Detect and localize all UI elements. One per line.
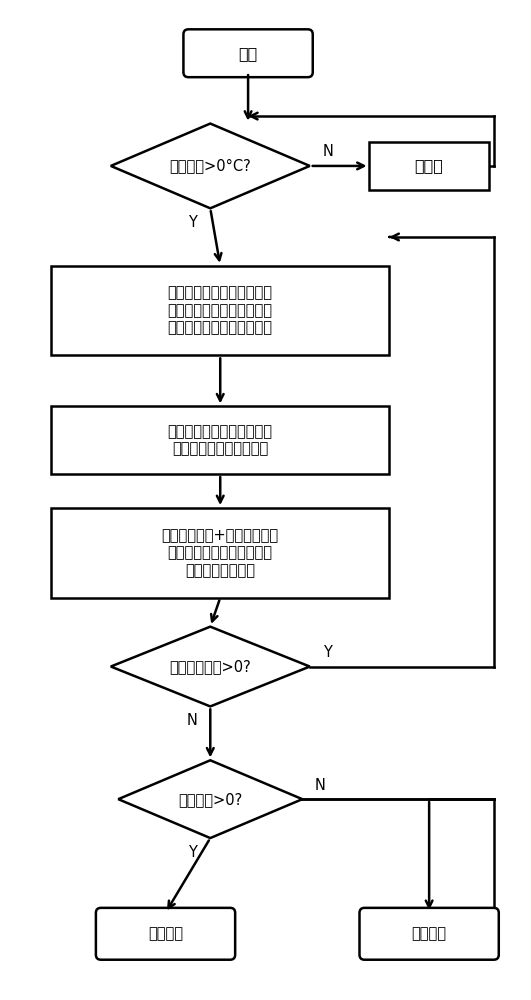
Bar [51,266,389,355]
Text: Y: Y [188,215,197,230]
Bar [370,142,489,190]
Text: 电堆需求功率>0?: 电堆需求功率>0? [169,659,251,674]
FancyBboxPatch shape [359,908,499,960]
Bar [51,406,389,474]
Text: （基础增湿量+补偿增湿量）
和准许最大增湿量取小，得
到最终进气增湿量: （基础增湿量+补偿增湿量） 和准许最大增湿量取小，得 到最终进气增湿量 [161,528,279,578]
Polygon shape [111,124,310,208]
FancyBboxPatch shape [183,29,313,77]
Bar [51,508,389,598]
Text: 根据空气入堆温度和电堆交
流阻抗，得到增湿基础量: 根据空气入堆温度和电堆交 流阻抗，得到增湿基础量 [168,424,273,456]
FancyBboxPatch shape [96,908,235,960]
Text: 电堆温度>0°C?: 电堆温度>0°C? [169,158,251,173]
Text: Y: Y [323,645,332,660]
Text: 根据油门踏板开度计算驾驶
员需求功率偏移量，由需求
功率偏移量得到增湿补偿值: 根据油门踏板开度计算驾驶 员需求功率偏移量，由需求 功率偏移量得到增湿补偿值 [168,286,273,335]
Text: 环境温度>0?: 环境温度>0? [178,792,243,807]
Text: N: N [322,144,333,159]
Text: 开机: 开机 [238,46,258,61]
Polygon shape [111,627,310,706]
Text: 不增湿: 不增湿 [415,158,443,173]
Text: N: N [315,778,326,793]
Text: Y: Y [188,845,197,860]
Text: 低温关机: 低温关机 [412,926,447,941]
Text: N: N [187,713,198,728]
Polygon shape [118,760,302,838]
Text: 常温关机: 常温关机 [148,926,183,941]
